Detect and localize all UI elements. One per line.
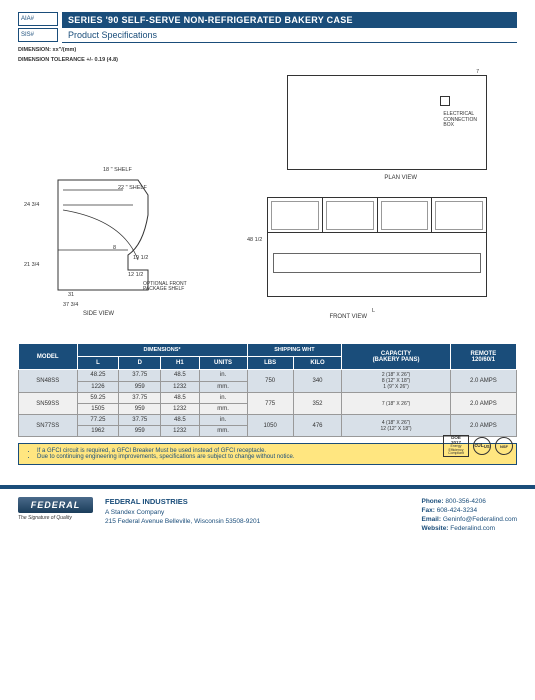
ecb-label: ELECTRICALCONNECTIONBOX [443,112,477,129]
th-shipping: SHIPPING WHT [247,344,342,357]
page-subtitle: Product Specifications [62,28,517,43]
dim-48-12: 48 1/2 [247,237,262,243]
side-view: 18 " SHELF 22 " SHELF 24 3/4 21 3/4 8 19… [28,167,208,317]
table-row: SN59SS 59.2537.7548.5in. 775352 7 (18" X… [19,393,517,404]
aia-box: AIA# [18,12,58,26]
note-2: Due to continuing engineering improvemen… [37,454,508,460]
header: AIA# SIS# SERIES '90 SELF-SERVE NON-REFR… [18,12,517,43]
th-lbs: LBS [247,357,293,370]
th-units: UNITS [199,357,247,370]
spec-table: MODEL DIMENSIONS* SHIPPING WHT CAPACITY(… [18,343,517,437]
dim-37-34: 37 3/4 [63,302,78,308]
sis-box: SIS# [18,28,58,42]
th-H1: H1 [161,357,199,370]
th-dimensions: DIMENSIONS* [77,344,247,357]
th-capacity: CAPACITY(BAKERY PANS) [342,344,450,370]
company-info: FEDERAL INDUSTRIES A Standex Company 215… [105,497,410,526]
dim-L: L [372,308,375,314]
plan-view-label: PLAN VIEW [384,175,417,181]
dim-24-34: 24 3/4 [24,202,39,208]
logo: FEDERAL The Signature of Quality [18,497,93,521]
doe-cert: DOE 2017Energy Efficiency Compliant [443,435,469,457]
technical-drawings: 7 ELECTRICALCONNECTIONBOX PLAN VIEW 18 "… [18,67,517,327]
table-row: SN77SS 77.2537.7548.5in. 1050476 4 (18" … [19,415,517,426]
nsf-cert: NSF [495,437,513,455]
th-remote: REMOTE120/60/1 [450,344,516,370]
certifications: DOE 2017Energy Efficiency Compliant cULU… [443,435,513,457]
dimension-note-1: DIMENSION: xx"/(mm) [18,47,517,53]
contact-info: Phone: 800-356-4206 Fax: 608-424-3234 Em… [422,497,518,533]
footer: FEDERAL The Signature of Quality FEDERAL… [18,489,517,541]
ul-cert: cULUS [473,437,491,455]
page-title: SERIES '90 SELF-SERVE NON-REFRIGERATED B… [62,12,517,28]
th-L: L [77,357,119,370]
th-D: D [119,357,161,370]
dim-21-34: 21 3/4 [24,262,39,268]
dimension-note-2: DIMENSION TOLERANCE +/- 0.19 (4.8) [18,57,517,63]
th-kilo: KILO [293,357,342,370]
front-view: 48 1/2 L FRONT VIEW [267,197,487,312]
side-view-label: SIDE VIEW [83,311,114,317]
front-view-label: FRONT VIEW [329,314,367,320]
table-row: SN48SS 48.2537.7548.5in. 750340 2 (18" X… [19,370,517,382]
shelf-18-label: 18 " SHELF [103,167,132,173]
th-model: MODEL [19,344,78,370]
